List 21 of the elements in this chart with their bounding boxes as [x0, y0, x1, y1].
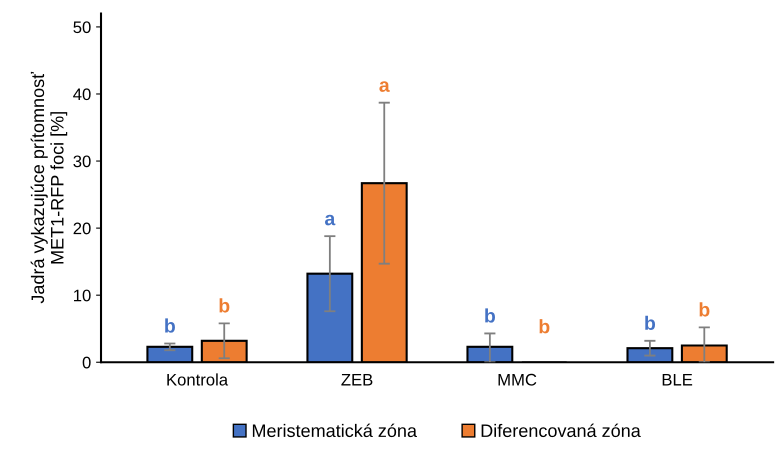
annotation: a	[325, 214, 336, 226]
annotation: b	[220, 298, 230, 313]
annotation: b	[700, 302, 710, 317]
x-tick-label: MMC	[498, 374, 536, 386]
y-tick-label: 50	[73, 21, 91, 34]
x-tick-label: Kontrola	[167, 373, 228, 386]
y-tick-label: 40	[73, 88, 91, 100]
legend-label: Diferencovaná zóna	[482, 424, 641, 438]
annotation: b	[165, 318, 175, 333]
annotation: b	[540, 319, 550, 334]
x-tick-label: ZEB	[341, 374, 372, 386]
y-tick-label: 30	[73, 155, 91, 168]
annotation: b	[645, 316, 656, 330]
annotation: a	[379, 81, 390, 92]
x-tick-label: BLE	[662, 374, 692, 386]
y-tick-label: 0	[82, 356, 91, 368]
legend-label: Meristematická zóna	[252, 424, 417, 438]
y-tick-label: 20	[74, 222, 91, 234]
y-tick-label: 10	[74, 290, 91, 302]
annotation: b	[485, 308, 496, 323]
y-axis-title: Jadrá vykazujúce prítomnosť MET1-RFP foci [%]	[30, 72, 68, 304]
